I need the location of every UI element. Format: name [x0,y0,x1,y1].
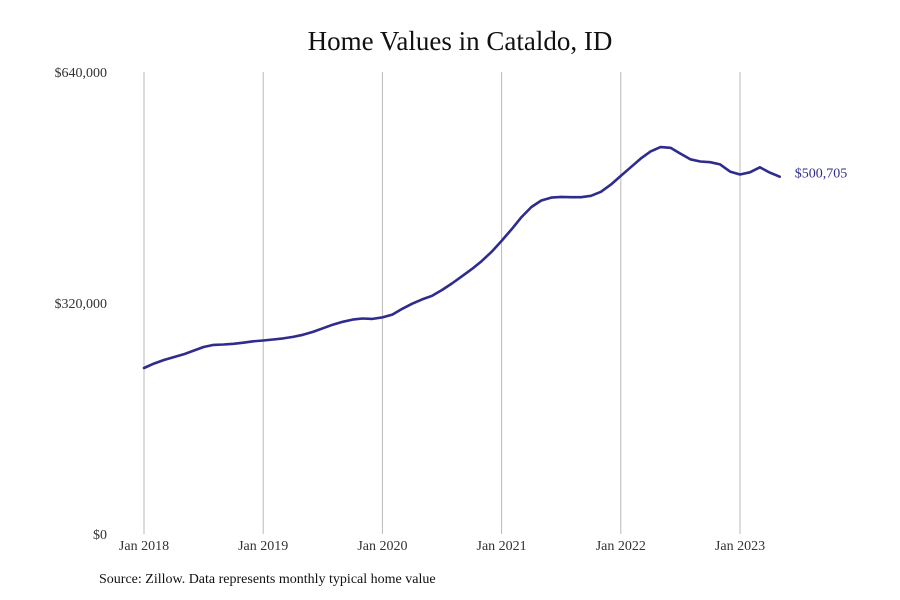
x-tick-label: Jan 2019 [238,539,288,554]
end-value-label: $500,705 [795,167,848,182]
x-tick-label: Jan 2023 [715,539,765,554]
x-tick-label: Jan 2018 [119,539,169,554]
y-tick-label: $640,000 [55,66,108,81]
y-tick-label: $0 [93,528,107,543]
series-line [142,145,781,370]
y-tick-label: $320,000 [55,297,108,312]
x-tick-label: Jan 2021 [477,539,527,554]
source-note: Source: Zillow. Data represents monthly … [99,572,436,587]
x-tick-label: Jan 2020 [357,539,407,554]
chart-title: Home Values in Cataldo, ID [307,26,613,56]
x-tick-label: Jan 2022 [596,539,646,554]
